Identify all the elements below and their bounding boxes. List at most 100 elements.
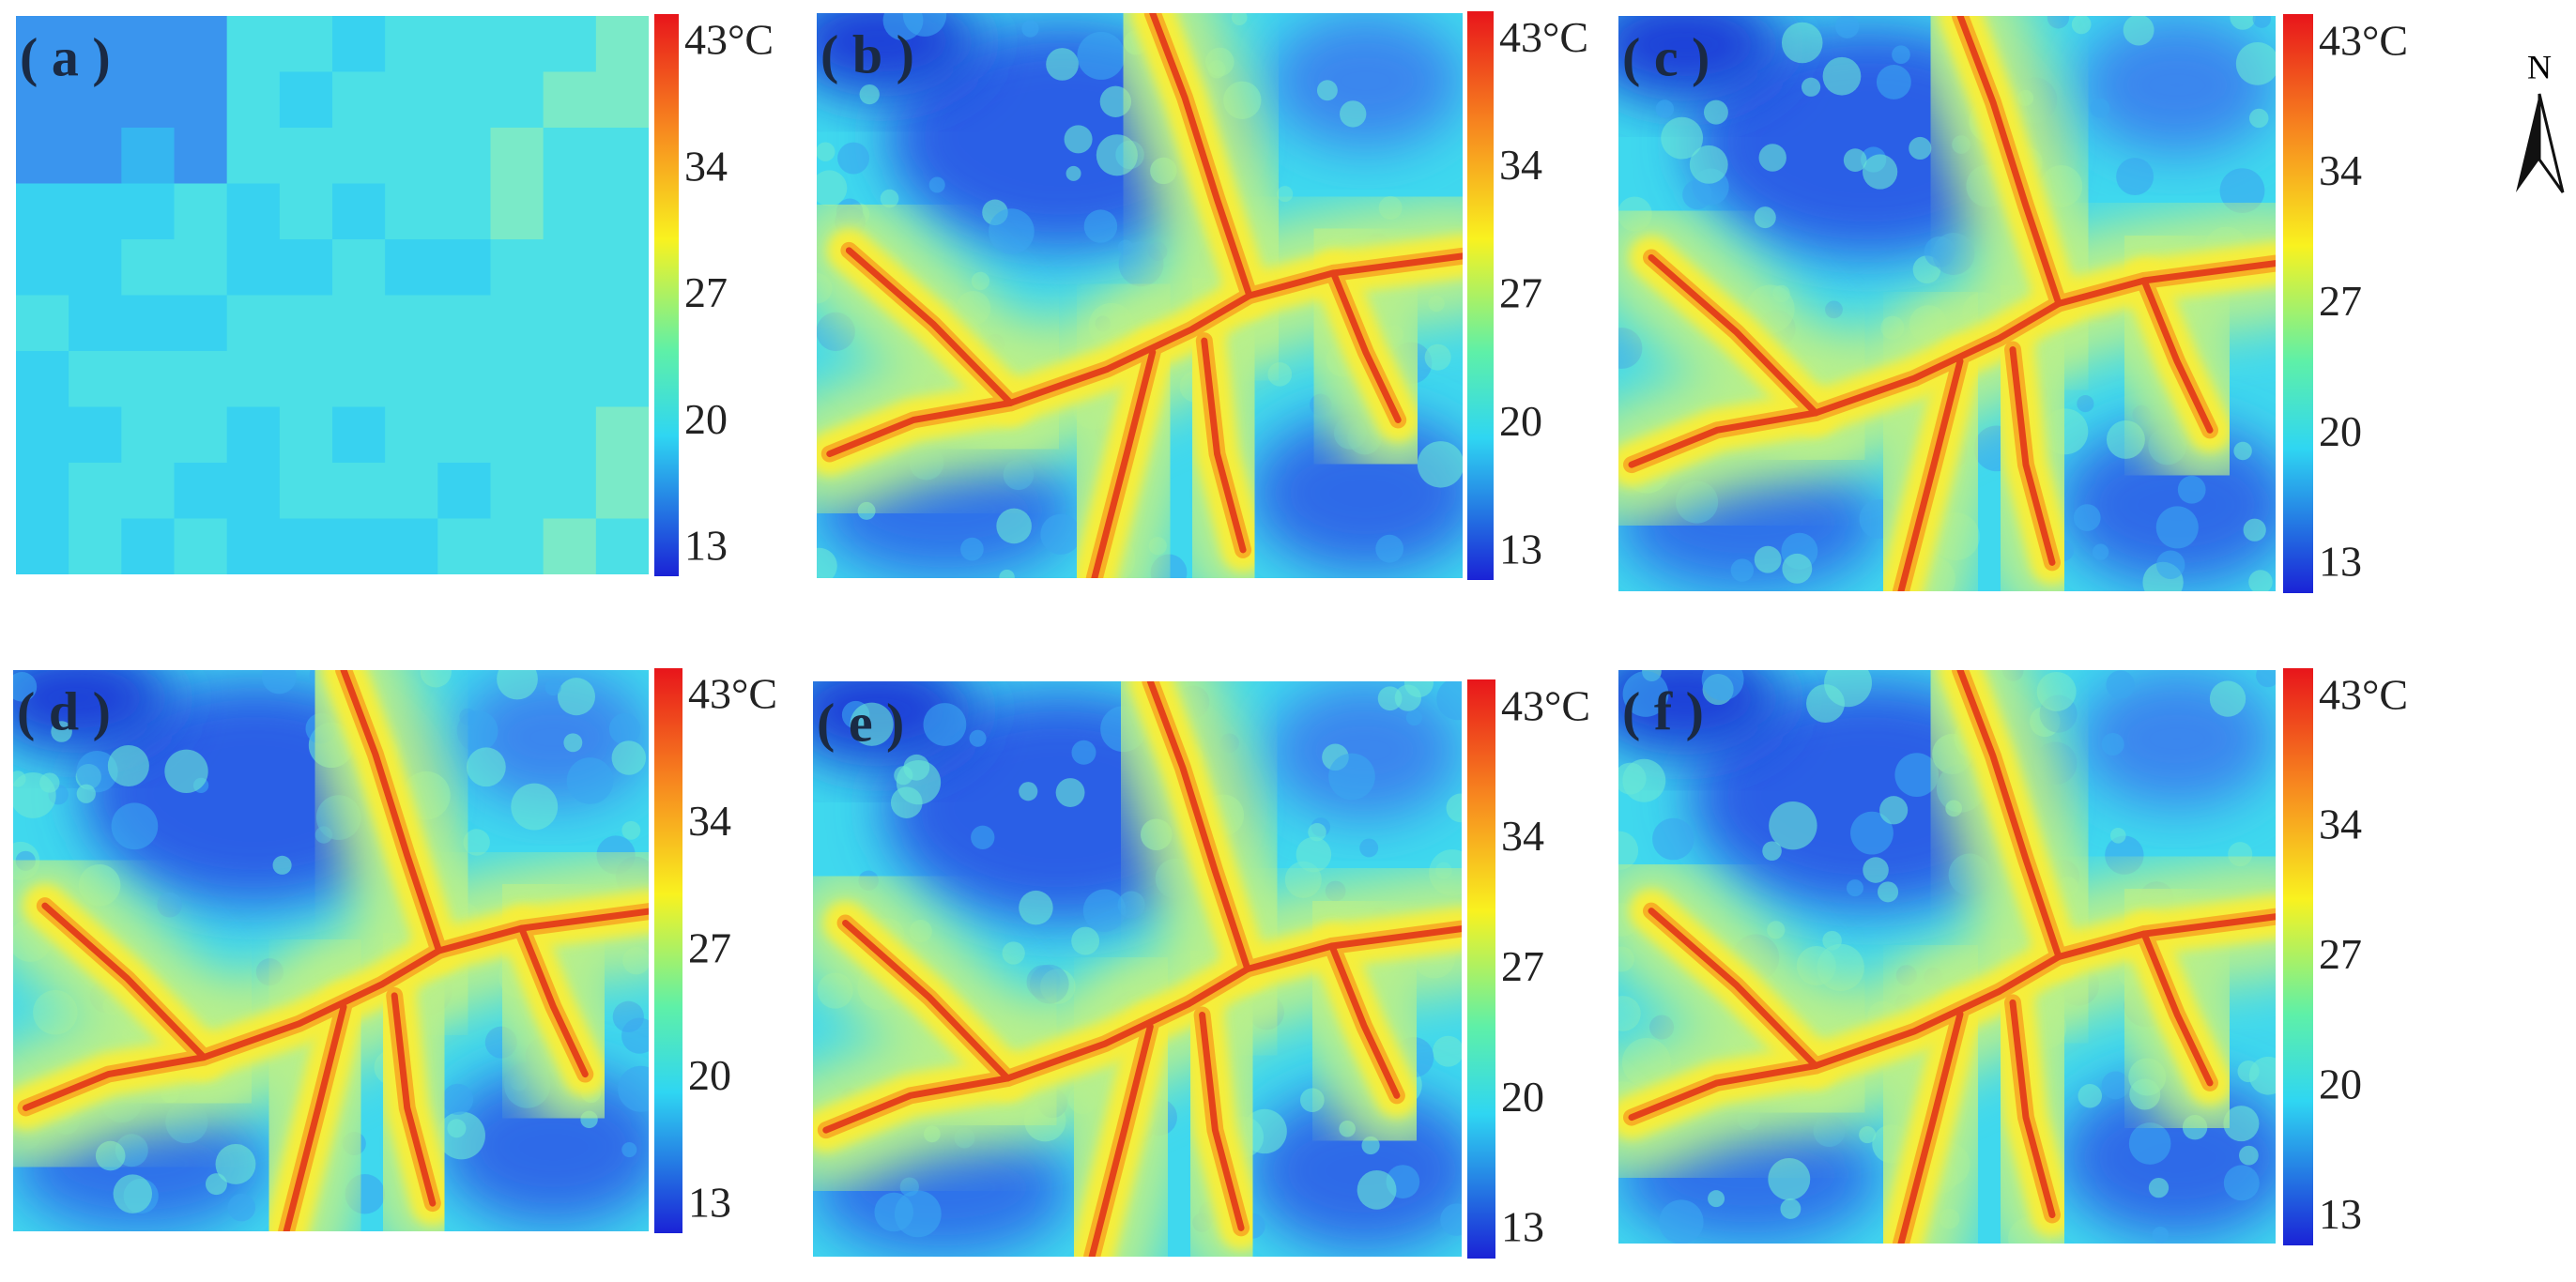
map-cell <box>279 518 333 574</box>
texture <box>1328 753 1375 801</box>
texture <box>2106 670 2135 699</box>
colorbar-tick-label: 13 <box>684 522 728 570</box>
map-cell <box>490 518 544 574</box>
map <box>16 16 649 574</box>
map-cell <box>226 128 281 185</box>
map-cell <box>174 16 228 73</box>
river <box>845 247 1014 406</box>
texture <box>1436 681 1462 721</box>
texture <box>850 702 894 746</box>
texture <box>1846 879 1864 897</box>
panel-label: ( e ) <box>817 692 904 753</box>
colorbar-tick-label: 34 <box>2319 146 2362 194</box>
map-cell <box>385 406 439 464</box>
river <box>41 902 207 1061</box>
texture <box>1730 558 1755 582</box>
texture <box>1661 116 1704 160</box>
colorbar-tick-label: 43°C <box>684 16 774 64</box>
texture <box>566 757 614 804</box>
texture <box>13 672 38 702</box>
texture <box>113 1174 152 1213</box>
texture <box>1071 926 1100 955</box>
texture <box>989 208 1035 254</box>
texture <box>1055 778 1085 807</box>
texture <box>1762 841 1782 861</box>
colorbar-tick-label: 43°C <box>1501 681 1590 729</box>
river <box>1628 913 2276 1122</box>
colorbar <box>654 14 679 576</box>
map-cell <box>490 406 544 464</box>
texture <box>164 749 208 794</box>
texture <box>1909 136 1932 160</box>
texture <box>1835 16 1860 38</box>
map-cell <box>385 518 439 574</box>
map-cell <box>437 71 492 129</box>
map-cell <box>543 295 597 352</box>
map-cell <box>279 183 333 240</box>
map-cell <box>121 406 176 464</box>
texture <box>1781 22 1823 64</box>
map-cell <box>121 295 176 352</box>
map-cell <box>543 351 597 408</box>
texture <box>1822 56 1862 96</box>
map-cell <box>595 183 649 240</box>
map <box>813 681 1462 1257</box>
map-cell <box>16 463 70 520</box>
river <box>2140 930 2214 1087</box>
texture <box>1359 838 1379 858</box>
river <box>391 992 437 1207</box>
map-cell <box>595 128 649 185</box>
map-cell <box>332 128 387 185</box>
map-cell <box>490 351 544 408</box>
colorbar-tick-label: 13 <box>1499 525 1542 572</box>
texture <box>969 729 987 747</box>
map-cell <box>16 239 70 297</box>
map-cell <box>174 239 228 297</box>
texture <box>1019 890 1053 925</box>
map-cell <box>437 518 492 574</box>
map-cell <box>174 463 228 520</box>
map-panel: ( d ) 43°C 34 27 20 13 <box>13 668 777 1233</box>
river <box>340 670 443 954</box>
map-panel: ( e ) 43°C 34 27 20 13 <box>813 679 1590 1259</box>
texture <box>2235 41 2276 85</box>
texture <box>2223 1165 2260 1201</box>
texture <box>1894 753 1940 798</box>
texture <box>608 712 641 745</box>
colorbar-tick-label: 13 <box>2319 1190 2362 1238</box>
texture <box>1377 686 1403 711</box>
texture <box>817 547 837 578</box>
map-cell <box>16 71 70 129</box>
texture <box>971 825 995 849</box>
map-cell <box>226 518 281 574</box>
texture <box>1267 361 1293 387</box>
colorbar-tick-label: 43°C <box>2319 16 2408 64</box>
texture <box>1754 545 1782 573</box>
texture <box>923 703 967 746</box>
map-cell <box>490 71 544 129</box>
map-cell <box>279 239 333 297</box>
texture <box>1316 80 1338 101</box>
texture <box>2219 168 2265 213</box>
texture <box>1299 1088 1325 1113</box>
texture <box>928 176 945 193</box>
texture <box>621 820 641 840</box>
north-label: N <box>2527 48 2552 85</box>
texture <box>1046 48 1079 81</box>
map-cell <box>595 463 649 520</box>
colorbar-tick-label: 20 <box>2319 407 2362 455</box>
texture <box>1878 881 1899 903</box>
map-cell <box>385 183 439 240</box>
map-cell <box>226 183 281 240</box>
colorbar <box>2283 14 2313 593</box>
colorbar-tick-label: 27 <box>2319 930 2362 978</box>
texture <box>1021 20 1039 38</box>
map-panel: ( c ) 43°C 34 27 20 13 <box>1618 14 2408 593</box>
map-cell <box>332 406 387 464</box>
map-cell <box>174 518 228 574</box>
texture <box>1618 996 1641 1031</box>
river <box>1201 337 1247 554</box>
map-cell <box>595 518 649 574</box>
texture <box>1118 241 1164 287</box>
